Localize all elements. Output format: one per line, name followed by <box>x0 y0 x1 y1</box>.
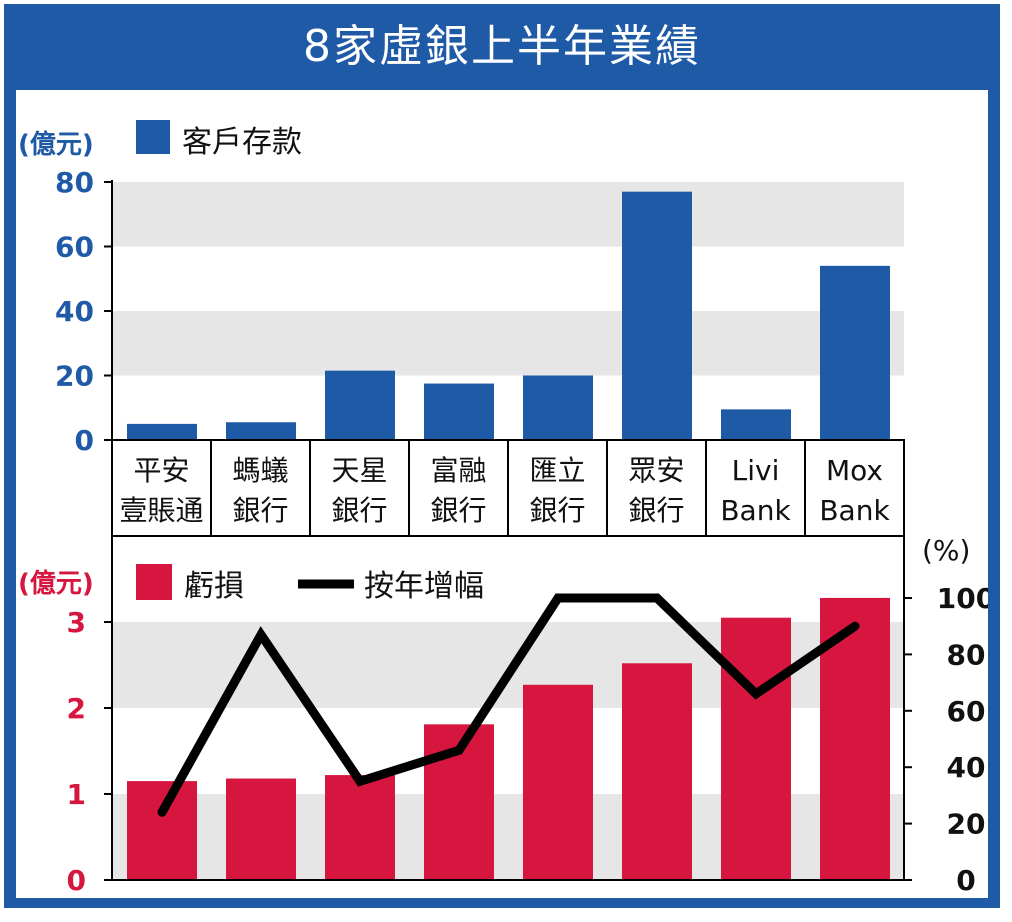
y-left-tick-label: 1 <box>67 778 86 811</box>
category-label: Mox <box>826 454 883 487</box>
deposit-bar <box>127 423 197 440</box>
chart-panel: 0 20 40 60 80 (億元) 客戶存款 平安 壹賬通 螞蟻 銀行 天星 銀行 富融 銀行 匯立 銀行 眾安… <box>16 90 988 898</box>
deposit-bar <box>226 422 296 440</box>
y-left-unit-label: (億元) <box>18 569 94 599</box>
growth-line <box>157 593 860 817</box>
category-label: 螞蟻 <box>232 454 288 487</box>
category-label: 富融 <box>430 454 486 487</box>
loss-bar <box>325 775 395 880</box>
y-right-tick-label: 80 <box>947 638 986 671</box>
category-label: 匯立 <box>529 454 585 487</box>
deposit-bar <box>424 383 494 440</box>
category-label: 銀行 <box>331 494 387 527</box>
y-left-tick-label: 0 <box>67 864 86 897</box>
deposit-bar <box>622 191 692 440</box>
grid-band <box>112 182 904 247</box>
y-unit-label: (億元) <box>18 130 94 160</box>
loss-bar <box>622 663 692 880</box>
legend-label-loss: 虧損 <box>184 569 244 604</box>
loss-bar <box>721 617 791 880</box>
loss-bar <box>226 778 296 880</box>
category-label: Livi <box>732 454 780 487</box>
y-right-tick-label: 20 <box>947 808 986 841</box>
y-tick-label: 40 <box>55 295 94 328</box>
y-tick-label: 60 <box>55 231 94 264</box>
y-tick-label: 0 <box>75 424 94 457</box>
y-tick-label: 20 <box>55 360 94 393</box>
y-tick-label: 80 <box>55 166 94 199</box>
category-label: 壹賬通 <box>119 494 203 527</box>
legend-swatch-deposit <box>136 120 170 154</box>
deposit-bar <box>820 265 890 440</box>
deposit-bar <box>325 370 395 440</box>
category-label: 眾安 <box>628 454 684 487</box>
category-label: 銀行 <box>430 494 486 527</box>
chart-frame: 8家虛銀上半年業績 0 20 40 60 80 (億元) 客戶存款 平安 壹賬通 螞蟻 銀行 天星 銀行… <box>4 4 1000 908</box>
category-label: 銀行 <box>628 494 684 527</box>
y-right-tick-label: 100 <box>937 582 988 615</box>
category-label: 天星 <box>331 454 387 487</box>
legend-swatch-loss <box>136 564 172 600</box>
category-label: 銀行 <box>529 494 585 527</box>
category-label: 平安 <box>133 454 189 487</box>
category-label: Bank <box>720 494 791 527</box>
y-right-tick-label: 0 <box>956 864 975 897</box>
loss-bar <box>127 781 197 880</box>
legend-label-deposit: 客戶存款 <box>182 125 302 160</box>
chart-title: 8家虛銀上半年業績 <box>303 21 701 72</box>
category-label: Bank <box>819 494 890 527</box>
grid-band <box>112 311 904 376</box>
deposit-bar <box>721 409 791 440</box>
deposit-bar <box>523 375 593 440</box>
legend-label-growth: 按年增幅 <box>364 569 484 604</box>
y-right-tick-label: 60 <box>947 695 986 728</box>
y-right-unit-label: (%) <box>922 534 970 567</box>
y-left-tick-label: 2 <box>67 692 86 725</box>
y-left-tick-label: 3 <box>67 606 86 639</box>
loss-bar <box>523 684 593 880</box>
category-label: 銀行 <box>232 494 288 527</box>
y-right-tick-label: 40 <box>947 751 986 784</box>
